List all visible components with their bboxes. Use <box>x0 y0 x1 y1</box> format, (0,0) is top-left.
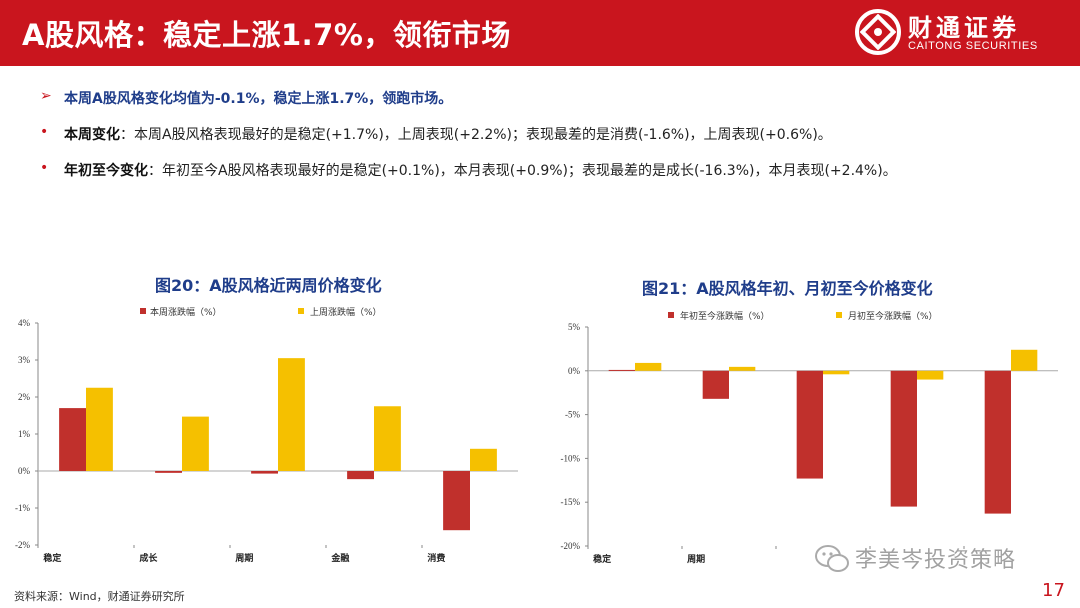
y-tick-label: 2% <box>18 392 31 402</box>
y-tick-label: -5% <box>565 410 580 420</box>
dot-bullet-icon: • <box>40 160 49 176</box>
chart-title-ytd: 图21：A股风格年初、月初至今价格变化 <box>642 279 933 298</box>
bar <box>278 358 305 471</box>
legend-label: 本周涨跌幅（%） <box>150 306 222 318</box>
bar <box>984 370 1011 514</box>
x-tick-label: 金融 <box>330 552 349 564</box>
bar <box>608 369 635 371</box>
y-tick-label: 4% <box>18 318 31 328</box>
y-tick-label: 0% <box>568 366 581 376</box>
bar <box>347 471 374 480</box>
legend-label: 年初至今涨跌幅（%） <box>680 310 770 322</box>
legend-label: 月初至今涨跌幅（%） <box>848 310 938 322</box>
y-tick-label: -20% <box>561 541 581 551</box>
legend-swatch <box>836 312 842 318</box>
arrow-bullet-icon: ➢ <box>40 88 52 104</box>
source-note: 资料来源：Wind，财通证券研究所 <box>14 590 185 603</box>
x-tick-label: 成长 <box>139 552 158 564</box>
bullet-keyword: 本周变化 <box>64 127 120 143</box>
dot-bullet-icon: • <box>40 124 49 140</box>
company-logo: 财通证券 CAITONG SECURITIES <box>852 6 1052 62</box>
y-tick-label: -10% <box>561 453 581 463</box>
bar <box>1011 349 1038 371</box>
y-tick-label: 1% <box>18 429 31 439</box>
bar <box>443 471 470 531</box>
page-number: 17 <box>1042 580 1065 601</box>
bar <box>86 387 113 471</box>
bar <box>251 471 278 474</box>
y-tick-label: -15% <box>561 497 581 507</box>
bullet-ytd-change: • 年初至今变化：年初至今A股风格表现最好的是稳定(+0.1%)，本月表现(+0… <box>40 158 1060 194</box>
bar <box>155 471 182 473</box>
bullet-weekly-change: • 本周变化：本周A股风格表现最好的是稳定(+1.7%)，上周表现(+2.2%)… <box>40 122 1060 158</box>
bullet-summary-text: 本周A股风格变化均值为-0.1%，稳定上涨1.7%，领跑市场。 <box>64 91 453 107</box>
bar <box>470 448 497 471</box>
x-tick-label: 消费 <box>427 552 445 564</box>
bar <box>917 370 944 380</box>
bar <box>374 406 401 471</box>
chart-title-weekly: 图20：A股风格近两周价格变化 <box>155 276 382 295</box>
bar <box>59 408 86 471</box>
wechat-watermark: 李美岑投资策略 <box>815 540 1055 580</box>
bullet-keyword: 年初至今变化 <box>64 163 148 179</box>
bullet-text: ：年初至今A股风格表现最好的是稳定(+0.1%)，本月表现(+0.9%)；表现最… <box>148 163 897 179</box>
bar <box>729 366 756 371</box>
bullet-summary: ➢ 本周A股风格变化均值为-0.1%，稳定上涨1.7%，领跑市场。 <box>40 86 1060 122</box>
legend-swatch <box>140 308 146 314</box>
page-title: A股风格：稳定上涨1.7%，领衔市场 <box>22 18 511 52</box>
logo-chinese-name: 财通证券 <box>908 14 1020 42</box>
chart-ytd-style-change: 年初至今涨跌幅（%） 月初至今涨跌幅（%） -20% -15% -10% -5% 0% 5% 稳… <box>561 310 1058 565</box>
y-tick-label: -1% <box>15 503 30 513</box>
wechat-icon <box>815 545 849 572</box>
bar <box>823 370 850 375</box>
watermark-text: 李美岑投资策略 <box>855 548 1017 573</box>
bullet-text: ：本周A股风格表现最好的是稳定(+1.7%)，上周表现(+2.2%)；表现最差的… <box>120 127 832 143</box>
x-tick-label: 周期 <box>687 553 705 565</box>
legend-swatch <box>298 308 304 314</box>
chart-weekly-style-change: 本周涨跌幅（%） 上周涨跌幅（%） -2% -1% 0% 1% 2% 3% 4% 稳定 成长 周期 金融… <box>15 306 518 564</box>
x-tick-label: 稳定 <box>43 552 62 564</box>
bullet-list: ➢ 本周A股风格变化均值为-0.1%，稳定上涨1.7%，领跑市场。 • 本周变化… <box>40 86 1060 194</box>
bar <box>796 370 823 479</box>
legend-label: 上周涨跌幅（%） <box>310 306 382 318</box>
bar <box>182 416 209 471</box>
x-tick-label: 稳定 <box>593 553 612 565</box>
logo-emblem-icon <box>855 9 901 55</box>
legend-swatch <box>668 312 674 318</box>
x-tick-label: 周期 <box>235 552 253 564</box>
logo-english-name: CAITONG SECURITIES <box>908 40 1038 52</box>
header-bar: A股风格：稳定上涨1.7%，领衔市场 财通证券 CAITONG SECURITI… <box>0 0 1080 66</box>
bar <box>635 362 662 371</box>
y-tick-label: 3% <box>18 355 31 365</box>
y-tick-label: 5% <box>568 322 581 332</box>
y-tick-label: 0% <box>18 466 31 476</box>
y-tick-label: -2% <box>15 540 30 550</box>
bar <box>702 370 729 399</box>
bar <box>890 370 917 507</box>
